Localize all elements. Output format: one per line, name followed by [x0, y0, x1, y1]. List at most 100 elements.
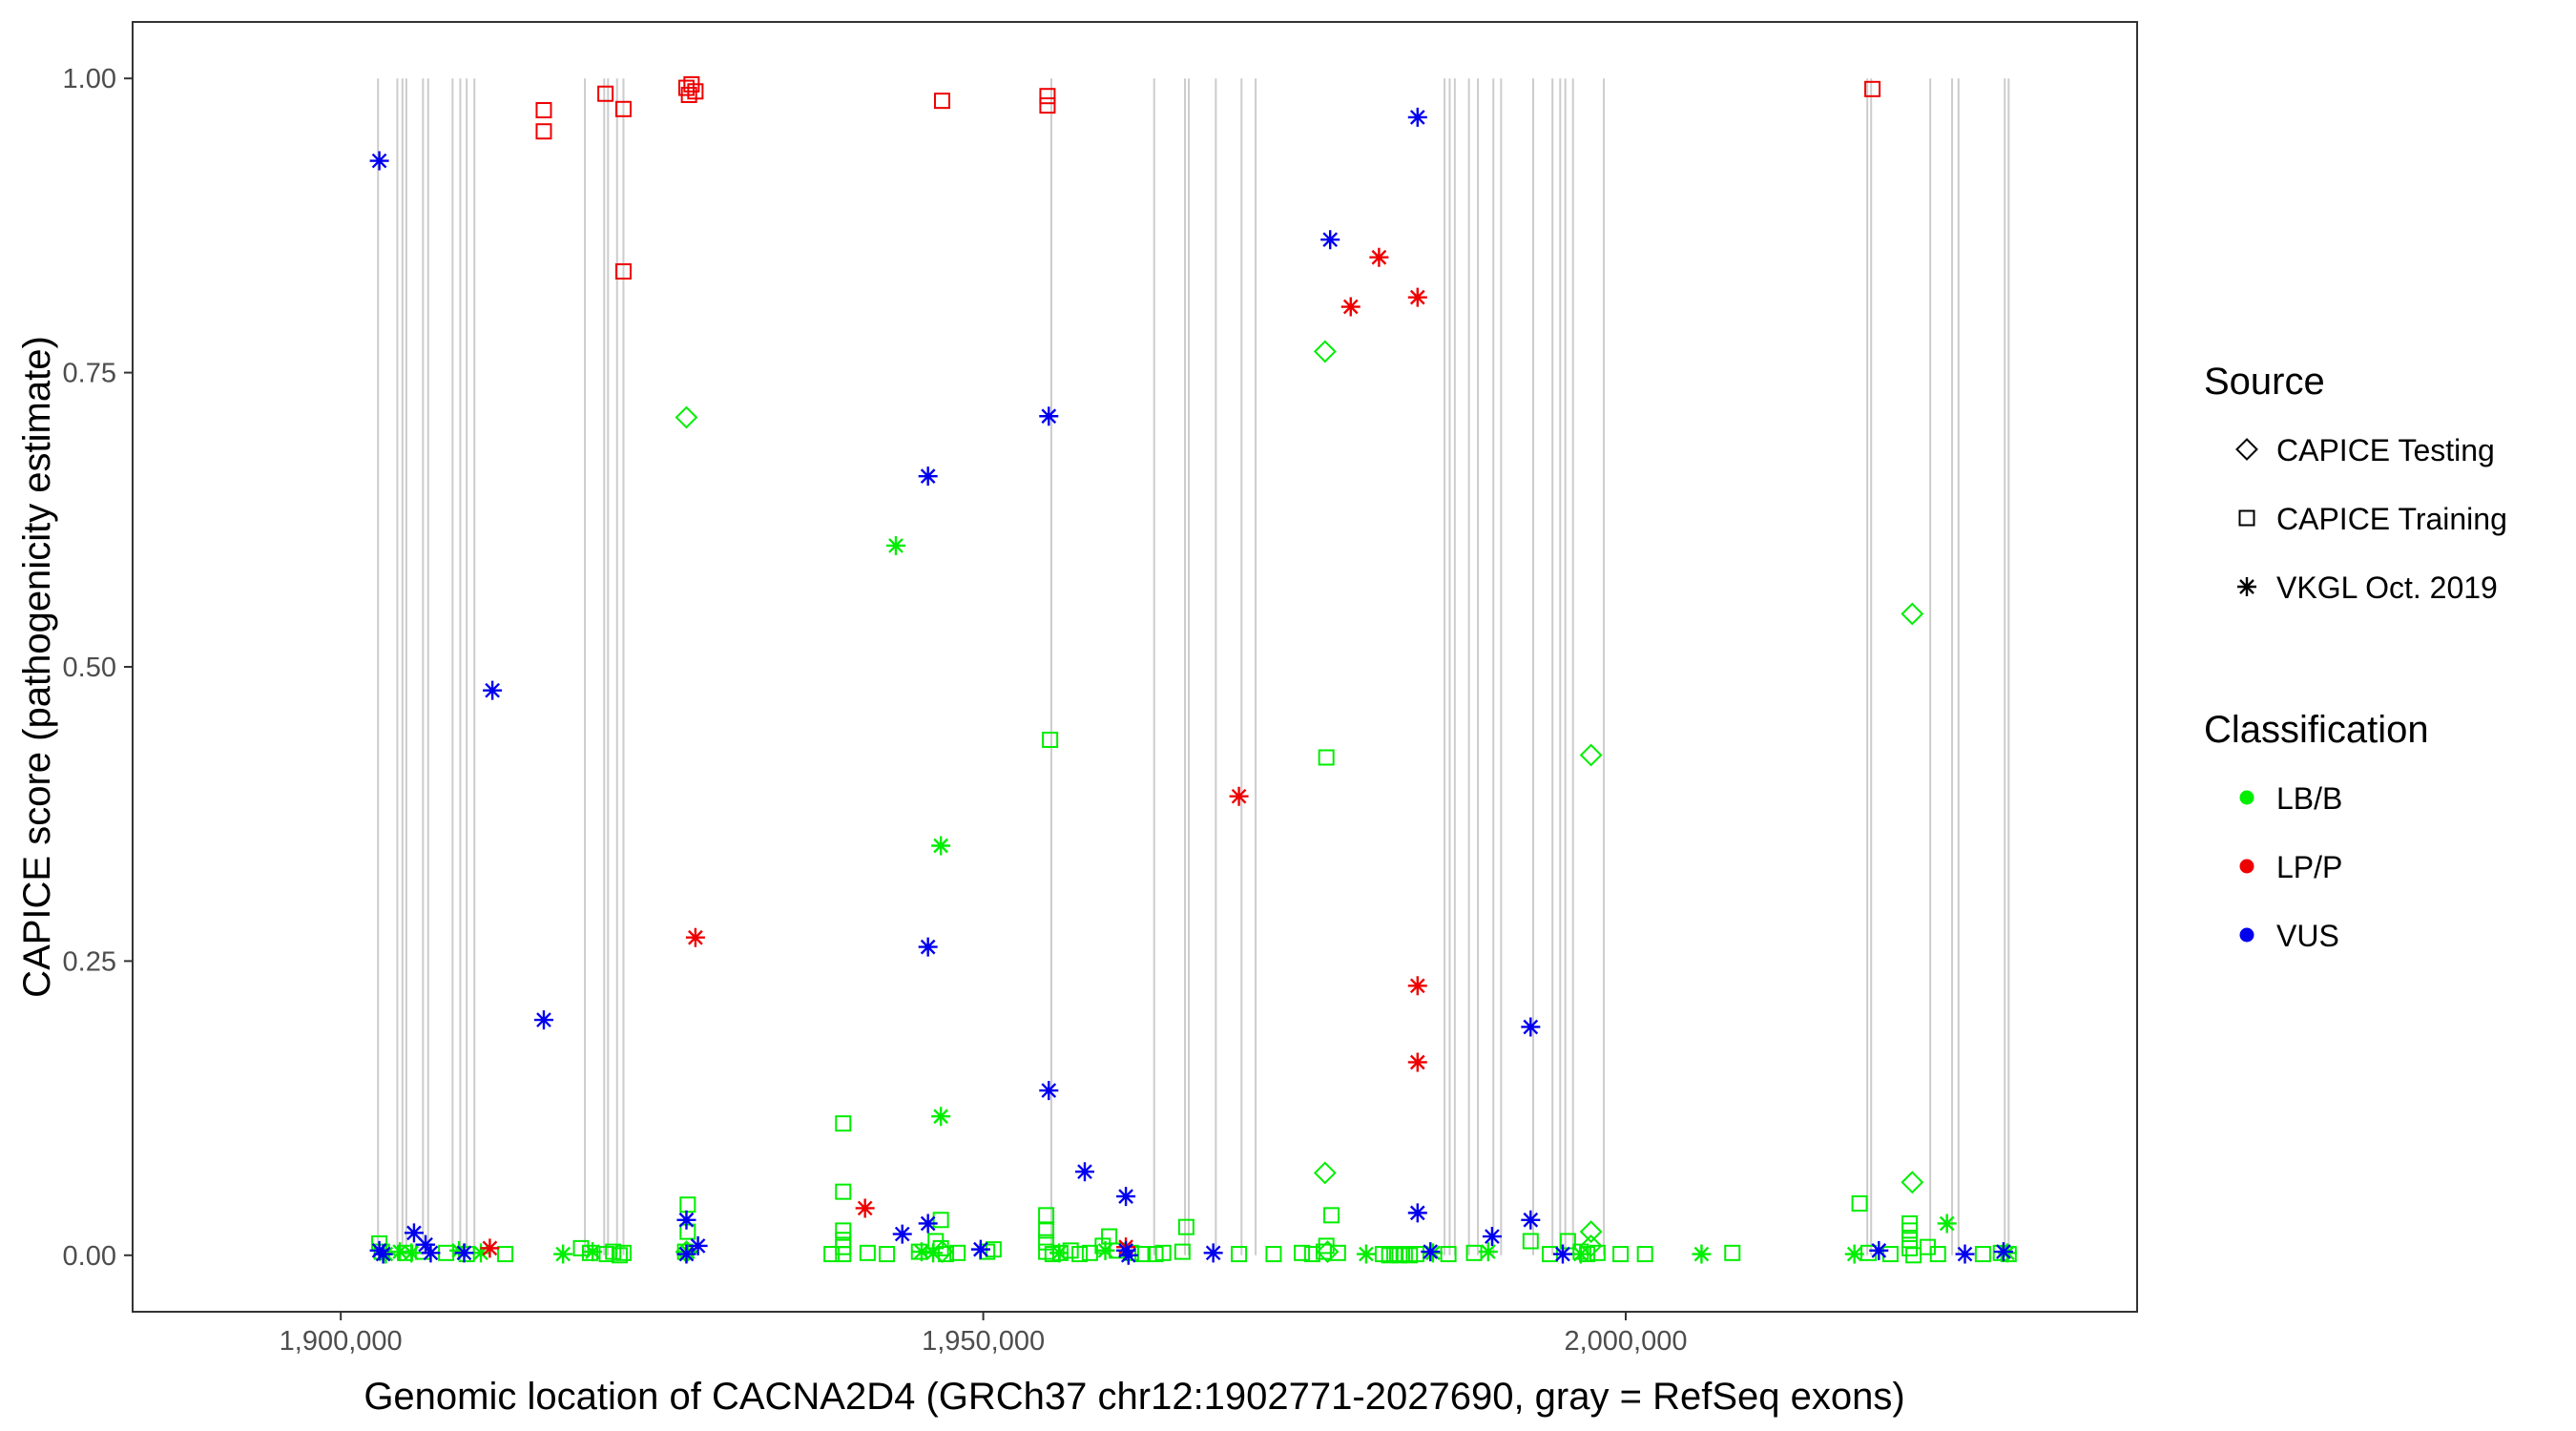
data-point	[614, 263, 632, 280]
y-tick-label: 0.75	[63, 359, 116, 389]
data-point	[390, 1242, 410, 1262]
data-point	[918, 467, 938, 487]
data-point	[1579, 743, 1603, 767]
data-point	[931, 836, 951, 856]
data-point	[970, 1239, 990, 1259]
data-point	[614, 100, 632, 117]
data-point	[1323, 1207, 1340, 1224]
data-point	[1612, 1246, 1630, 1263]
data-point	[924, 1243, 944, 1263]
data-point	[1039, 406, 1059, 426]
data-point	[679, 1223, 696, 1240]
x-axis-title: Genomic location of CACNA2D4 (GRCh37 chr…	[364, 1376, 1904, 1418]
data-point	[1369, 247, 1389, 267]
data-point	[1901, 1222, 1919, 1239]
data-point	[1955, 1244, 1975, 1264]
data-point	[835, 1246, 852, 1263]
legend-key-color	[2239, 927, 2254, 943]
data-point	[581, 1244, 598, 1261]
data-point	[416, 1234, 436, 1255]
legend-class-label-lpp: LP/P	[2276, 850, 2342, 884]
data-point	[1049, 1243, 1070, 1263]
data-point	[1579, 1220, 1603, 1244]
legend-class-label-vus: VUS	[2276, 919, 2339, 953]
data-point	[1329, 1244, 1346, 1261]
legend-source-keys	[2235, 438, 2258, 596]
x-tick-label: 2,000,000	[1564, 1326, 1687, 1357]
data-points	[369, 75, 2017, 1265]
data-point	[676, 1210, 696, 1230]
data-point	[421, 1243, 441, 1263]
data-point	[1074, 1162, 1094, 1182]
data-point	[1231, 1246, 1248, 1263]
data-point	[1116, 1187, 1136, 1207]
data-point	[676, 1244, 696, 1264]
data-point	[1118, 1245, 1138, 1265]
x-axis: 1,900,000 1,950,000 2,000,000	[280, 1312, 1687, 1357]
data-point	[1844, 1244, 1864, 1264]
data-point	[685, 927, 705, 947]
data-point	[497, 1246, 514, 1263]
data-point	[470, 1243, 490, 1263]
data-point	[949, 1244, 966, 1261]
data-point	[1864, 80, 1881, 97]
data-point	[938, 1246, 955, 1263]
data-point	[583, 1242, 603, 1262]
data-point	[611, 1247, 628, 1264]
x-tick-label: 1,950,000	[922, 1326, 1045, 1357]
legend: Source CAPICE Testing CAPICE Training VK…	[2204, 361, 2507, 953]
data-point	[931, 1107, 951, 1127]
data-point	[892, 1224, 912, 1244]
data-point	[1039, 1081, 1059, 1101]
data-point	[1062, 1242, 1079, 1259]
data-point	[1039, 88, 1056, 105]
data-point	[687, 83, 704, 100]
data-point	[553, 1244, 573, 1264]
data-point	[483, 680, 503, 700]
data-point	[932, 1212, 949, 1229]
data-point	[1134, 1246, 1152, 1263]
data-point	[1294, 1244, 1311, 1261]
data-point	[1851, 1195, 1868, 1213]
data-point	[1320, 230, 1340, 250]
data-point	[1407, 1052, 1427, 1072]
data-point	[369, 151, 389, 171]
data-point	[1313, 1161, 1337, 1185]
data-point	[885, 535, 905, 555]
data-point	[1174, 1243, 1191, 1260]
legend-source-label-testing: CAPICE Testing	[2276, 433, 2495, 467]
data-point	[1391, 1247, 1408, 1264]
data-point	[911, 1242, 931, 1262]
data-point	[1901, 602, 1924, 626]
data-point	[1396, 1246, 1413, 1263]
legend-source-title: Source	[2204, 361, 2325, 403]
data-point	[855, 1198, 875, 1218]
y-tick-label: 1.00	[63, 64, 116, 94]
data-point	[597, 85, 614, 102]
data-point	[1905, 1247, 1922, 1264]
data-point	[1636, 1246, 1653, 1263]
data-point	[835, 1115, 852, 1132]
data-point	[859, 1244, 876, 1261]
data-point	[1937, 1213, 1957, 1234]
data-point	[1869, 1240, 1889, 1260]
data-point	[1038, 1207, 1055, 1224]
data-point	[1993, 1242, 2013, 1262]
data-point	[1478, 1242, 1498, 1262]
data-point	[533, 1010, 553, 1030]
data-point	[1340, 297, 1361, 317]
y-tick-label: 0.00	[63, 1241, 116, 1272]
data-point	[535, 102, 552, 119]
data-point	[1203, 1243, 1223, 1263]
legend-class-keys	[2239, 790, 2254, 943]
data-point	[1265, 1246, 1282, 1263]
data-point	[1407, 107, 1427, 127]
data-point	[454, 1243, 474, 1263]
data-point	[1071, 1246, 1089, 1263]
data-point	[1521, 1017, 1541, 1037]
data-point	[1407, 287, 1427, 307]
data-point	[1929, 1246, 1946, 1263]
data-point	[1522, 1233, 1539, 1250]
